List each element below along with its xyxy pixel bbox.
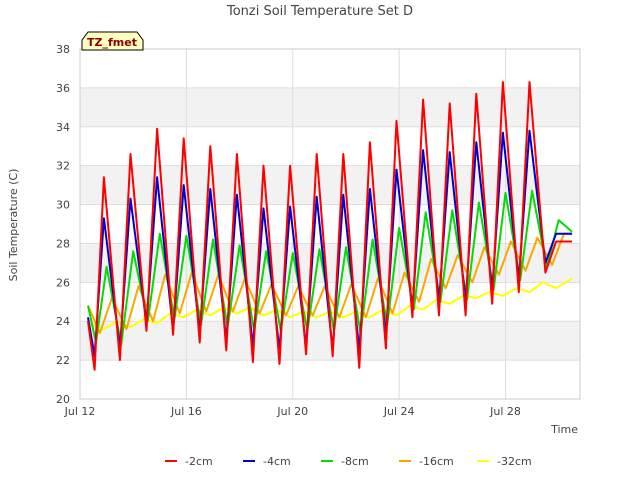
chart-title: Tonzi Soil Temperature Set D <box>226 4 413 19</box>
legend-item: -2cm <box>165 455 213 468</box>
y-tick-label: 38 <box>56 43 70 56</box>
plot-band <box>80 49 580 88</box>
legend-item: -8cm <box>321 455 369 468</box>
legend-item: -32cm <box>477 455 532 468</box>
y-tick-label: 34 <box>56 121 70 134</box>
plot-band <box>80 126 580 166</box>
plot-bands <box>80 49 580 399</box>
x-tick-label: Jul 20 <box>276 405 308 418</box>
y-tick-label: 20 <box>56 393 70 406</box>
plot-band <box>80 87 580 127</box>
x-tick-labels: Jul 12 Jul 16 Jul 20 Jul 24 Jul 28 <box>64 405 521 418</box>
y-tick-label: 22 <box>56 354 70 367</box>
plot-frame <box>79 48 581 400</box>
x-axis-label: Time <box>550 423 578 436</box>
legend-label: -16cm <box>419 455 454 468</box>
legend-label: -32cm <box>497 455 532 468</box>
legend: -2cm -4cm -8cm -16cm -32cm <box>165 455 532 468</box>
legend-item: -16cm <box>399 455 454 468</box>
badge-shape <box>81 31 144 51</box>
x-tick-label: Jul 28 <box>489 405 521 418</box>
legend-label: -4cm <box>263 455 291 468</box>
x-tick-label: Jul 12 <box>64 405 96 418</box>
y-tick-label: 32 <box>56 160 70 173</box>
legend-item: -4cm <box>243 455 291 468</box>
y-tick-label: 36 <box>56 82 70 95</box>
y-tick-label: 24 <box>56 315 70 328</box>
y-axis-label: Soil Temperature (C) <box>7 169 20 282</box>
y-tick-label: 28 <box>56 237 70 250</box>
y-tick-label: 30 <box>56 199 70 212</box>
y-tick-label: 26 <box>56 276 70 289</box>
series-line-minus-2cm <box>87 81 572 371</box>
legend-label: -8cm <box>341 455 369 468</box>
x-tick-label: Jul 24 <box>383 405 415 418</box>
series-layer <box>87 81 573 371</box>
y-tick-labels: 20 22 24 26 28 30 32 34 36 38 <box>56 43 70 406</box>
legend-label: -2cm <box>185 455 213 468</box>
plot-band <box>80 360 580 399</box>
tz-fmet-badge: TZ_fmet <box>81 31 144 51</box>
x-tick-label: Jul 16 <box>170 405 202 418</box>
badge-label: TZ_fmet <box>87 36 137 49</box>
